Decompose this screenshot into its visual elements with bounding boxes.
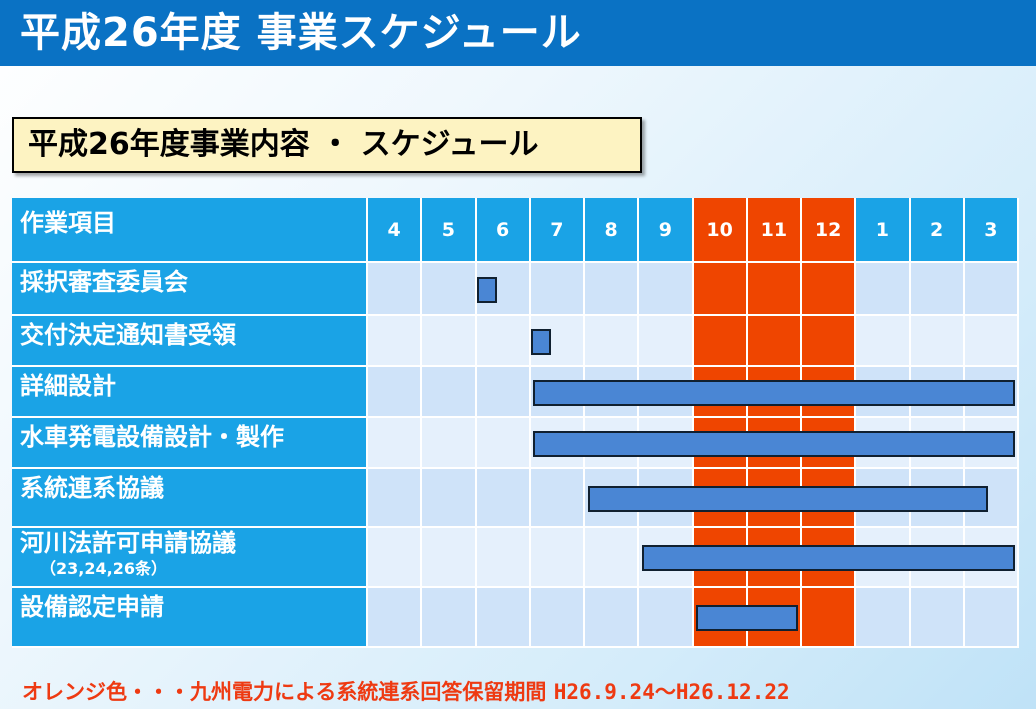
month-header-11: 11 — [747, 198, 802, 263]
task-label-text: 設備認定申請 — [20, 593, 164, 621]
schedule-cell — [368, 469, 423, 528]
legend-note: オレンジ色・・・九州電力による系統連系回答保留期間 H26.9.24〜H26.1… — [22, 676, 790, 706]
task-label-text: 水車発電設備設計・製作 — [20, 423, 284, 451]
schedule-cell — [964, 263, 1019, 316]
task-label-text: 交付決定通知書受領 — [20, 321, 236, 349]
schedule-cell — [530, 469, 585, 528]
schedule-cell — [476, 418, 531, 469]
schedule-cell — [530, 528, 585, 588]
task-header: 作業項目 — [12, 198, 368, 263]
schedule-cell — [476, 528, 531, 588]
schedule-cell — [476, 469, 531, 528]
task-label: 設備認定申請 — [12, 588, 368, 648]
task-label: 詳細設計 — [12, 367, 368, 418]
schedule-bar — [533, 379, 1015, 406]
month-header-6: 6 — [476, 198, 531, 263]
schedule-cell — [856, 263, 911, 316]
schedule-cell — [639, 263, 694, 316]
schedule-bar — [530, 328, 552, 355]
schedule-cell — [585, 316, 640, 367]
schedule-cell — [910, 316, 965, 367]
schedule-cell — [368, 263, 423, 316]
section-title: 平成26年度事業内容 ・ スケジュール — [12, 117, 642, 173]
schedule-cell — [910, 263, 965, 316]
page-title: 平成26年度 事業スケジュール — [0, 0, 1036, 66]
task-label: 採択審査委員会 — [12, 263, 368, 316]
task-label: 河川法許可申請協議 （23,24,26条） — [12, 528, 368, 588]
schedule-cell — [639, 316, 694, 367]
month-header-2: 2 — [910, 198, 965, 263]
schedule-bar — [641, 545, 1015, 571]
schedule-cell — [964, 316, 1019, 367]
month-header-3: 3 — [964, 198, 1019, 263]
schedule-bar — [476, 276, 497, 303]
schedule-cell — [476, 316, 531, 367]
schedule-cell — [747, 316, 802, 367]
schedule-cell — [856, 588, 911, 648]
schedule-cell — [747, 263, 802, 316]
schedule-cell — [368, 418, 423, 469]
schedule-cell — [802, 316, 857, 367]
task-label: 水車発電設備設計・製作 — [12, 418, 368, 469]
month-header-1: 1 — [856, 198, 911, 263]
schedule-cell — [910, 588, 965, 648]
task-label: 交付決定通知書受領 — [12, 316, 368, 367]
month-header-9: 9 — [639, 198, 694, 263]
schedule-cell — [585, 528, 640, 588]
schedule-cell — [422, 367, 477, 418]
schedule-cell — [802, 263, 857, 316]
schedule-cell — [856, 316, 911, 367]
schedule-bar — [696, 605, 798, 631]
task-label: 系統連系協議 — [12, 469, 368, 528]
month-header-8: 8 — [585, 198, 640, 263]
schedule-cell — [585, 588, 640, 648]
schedule-cell — [422, 316, 477, 367]
schedule-cell — [693, 316, 748, 367]
schedule-table: 作業項目 4 5 6 7 8 9 10 11 12 1 2 3 採択審査委員会 交付決定通知書受領 詳細設計水… — [12, 198, 1019, 648]
month-header-4: 4 — [368, 198, 423, 263]
schedule-cell — [802, 588, 857, 648]
legend-dates: H26.9.24〜H26.12.22 — [553, 680, 790, 704]
month-header-5: 5 — [422, 198, 477, 263]
schedule-cell — [368, 316, 423, 367]
schedule-cell — [422, 588, 477, 648]
schedule-cell — [964, 588, 1019, 648]
schedule-cell — [639, 588, 694, 648]
task-label-note: （23,24,26条） — [40, 558, 167, 578]
schedule-bar — [533, 430, 1015, 457]
task-label-text: 河川法許可申請協議 — [20, 529, 236, 557]
schedule-cell — [476, 367, 531, 418]
schedule-cell — [693, 263, 748, 316]
schedule-cell — [422, 263, 477, 316]
task-label-text: 詳細設計 — [20, 372, 116, 400]
legend-text: オレンジ色・・・九州電力による系統連系回答保留期間 — [22, 680, 547, 704]
month-header-7: 7 — [530, 198, 585, 263]
month-header-12: 12 — [802, 198, 857, 263]
schedule-cell — [422, 528, 477, 588]
schedule-bar — [587, 485, 988, 512]
task-label-text: 系統連系協議 — [20, 474, 164, 502]
schedule-cell — [585, 263, 640, 316]
schedule-cell — [422, 418, 477, 469]
schedule-cell — [530, 263, 585, 316]
schedule-cell — [368, 588, 423, 648]
schedule-cell — [476, 588, 531, 648]
task-label-text: 採択審査委員会 — [20, 268, 188, 296]
month-header-10: 10 — [693, 198, 748, 263]
schedule-cell — [368, 528, 423, 588]
schedule-cell — [422, 469, 477, 528]
schedule-cell — [530, 588, 585, 648]
schedule-cell — [368, 367, 423, 418]
